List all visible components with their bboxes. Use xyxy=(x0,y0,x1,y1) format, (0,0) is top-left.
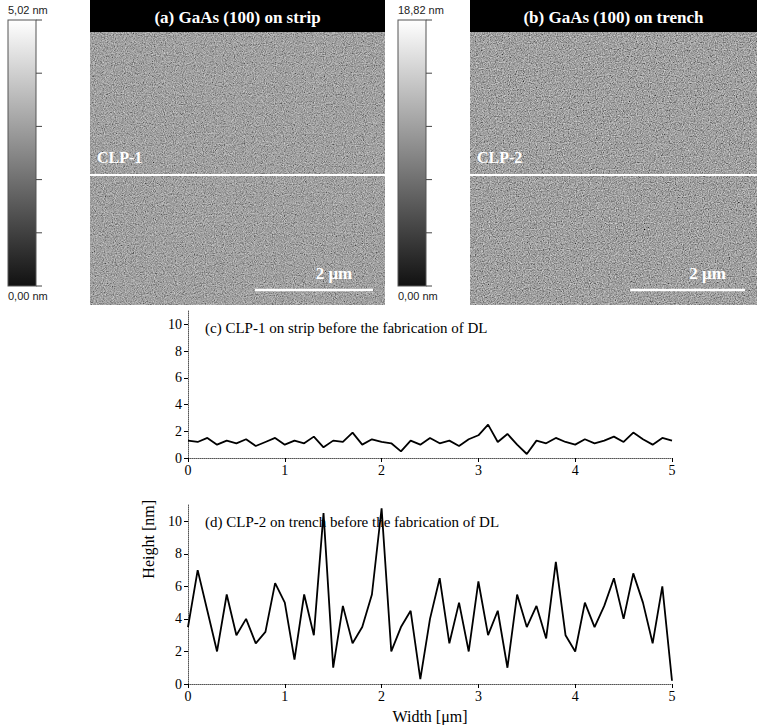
svg-text:4: 4 xyxy=(175,611,182,626)
svg-text:0: 0 xyxy=(175,677,182,692)
svg-text:Height [nm]: Height [nm] xyxy=(140,500,158,579)
svg-text:6: 6 xyxy=(175,370,182,385)
svg-text:1: 1 xyxy=(281,689,288,704)
svg-text:0: 0 xyxy=(175,451,182,466)
svg-text:CLP-2: CLP-2 xyxy=(477,149,522,166)
svg-text:5: 5 xyxy=(669,689,676,704)
svg-text:4: 4 xyxy=(572,689,579,704)
svg-text:2 μm: 2 μm xyxy=(316,264,353,283)
svg-text:5,02 nm: 5,02 nm xyxy=(8,4,48,16)
svg-text:2: 2 xyxy=(378,689,385,704)
svg-text:3: 3 xyxy=(475,689,482,704)
svg-text:0,00 nm: 0,00 nm xyxy=(398,290,438,302)
svg-text:CLP-1: CLP-1 xyxy=(97,149,142,166)
svg-text:10: 10 xyxy=(168,514,182,529)
svg-text:(a) GaAs (100) on strip: (a) GaAs (100) on strip xyxy=(154,8,320,27)
svg-text:2 μm: 2 μm xyxy=(689,264,726,283)
svg-text:2: 2 xyxy=(378,463,385,478)
svg-text:(d) CLP-2 on trench before the: (d) CLP-2 on trench before the fabricati… xyxy=(205,514,499,531)
svg-text:10: 10 xyxy=(168,317,182,332)
svg-text:(c) CLP-1 on strip before the: (c) CLP-1 on strip before the fabricatio… xyxy=(205,320,487,337)
svg-text:2: 2 xyxy=(175,644,182,659)
svg-text:(b) GaAs (100) on trench: (b) GaAs (100) on trench xyxy=(523,8,704,27)
svg-text:0,00 nm: 0,00 nm xyxy=(8,290,48,302)
svg-text:4: 4 xyxy=(572,463,579,478)
svg-text:Width [μm]: Width [μm] xyxy=(392,708,467,726)
svg-text:8: 8 xyxy=(175,344,182,359)
svg-text:3: 3 xyxy=(475,463,482,478)
svg-text:18,82 nm: 18,82 nm xyxy=(398,4,444,16)
svg-text:5: 5 xyxy=(669,463,676,478)
svg-text:2: 2 xyxy=(175,424,182,439)
svg-text:0: 0 xyxy=(185,463,192,478)
svg-text:1: 1 xyxy=(281,463,288,478)
svg-text:4: 4 xyxy=(175,397,182,412)
svg-text:0: 0 xyxy=(185,689,192,704)
svg-text:8: 8 xyxy=(175,546,182,561)
svg-text:6: 6 xyxy=(175,579,182,594)
